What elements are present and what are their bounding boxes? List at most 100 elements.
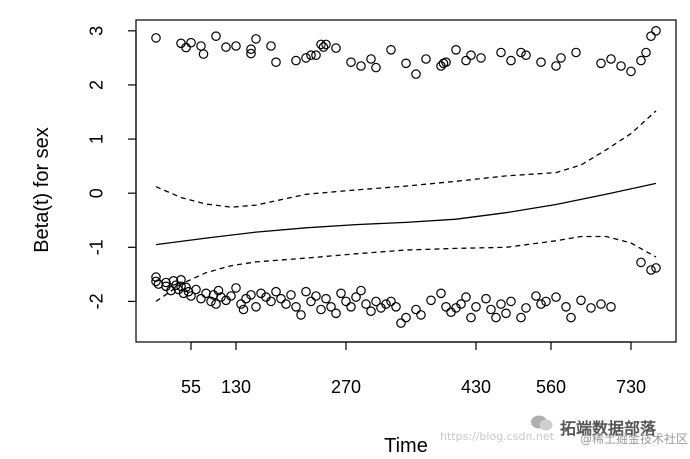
data-point [441,301,451,312]
series-lines [155,110,657,302]
data-point [346,301,356,312]
data-points [151,25,661,328]
data-point [556,53,566,63]
data-point [356,285,366,296]
series-line-1 [155,110,657,208]
data-point [151,276,161,287]
data-point [191,284,201,295]
data-point [311,291,321,301]
data-point [651,25,661,36]
y-axis-label: Beta(t) for sex [31,127,53,253]
data-point [541,296,551,307]
data-point [198,49,209,59]
data-point [466,50,476,60]
data-point [176,274,186,285]
data-point [606,301,616,312]
data-point [561,301,571,312]
data-point [416,310,426,320]
data-point [251,301,261,312]
data-point [421,54,431,64]
data-point [471,301,481,312]
data-point [391,301,401,312]
data-point [231,41,241,51]
data-point [186,291,196,301]
y-tick-label: 0 [87,188,107,198]
data-point [551,61,561,71]
data-point [213,285,224,296]
data-point [356,61,366,71]
data-point [401,312,411,323]
data-point [226,291,236,301]
data-point [331,308,341,319]
data-point [251,34,261,44]
data-point [626,66,636,77]
y-tick-label: 1 [87,134,107,144]
data-point [281,299,291,309]
data-point [176,281,186,292]
data-point [211,31,221,41]
data-point [441,57,451,67]
data-point [206,296,216,307]
x-axis-label: Time [384,435,428,457]
data-point [436,288,446,299]
data-point [326,301,336,312]
data-point [401,58,411,69]
data-point [491,312,501,323]
x-tick-label: 430 [461,377,491,397]
data-point [371,296,381,307]
data-point [231,283,241,293]
data-point [481,293,491,304]
data-point [161,277,171,288]
data-point [296,310,306,320]
data-point [291,55,301,66]
data-point [271,286,281,297]
data-point [266,296,276,307]
data-point [466,312,476,323]
data-point [476,53,486,63]
data-point [461,55,471,66]
data-point [426,295,436,306]
data-point [521,50,531,60]
data-point [396,318,406,328]
x-tick-label: 270 [331,377,361,397]
data-point [551,292,561,302]
watermark-sub: @稀土掘金技术社区 [580,432,689,446]
data-point [536,299,546,309]
data-point [246,44,256,54]
y-axis: -2 -1 0 1 2 3 [87,26,137,309]
data-point [496,299,506,309]
data-point [506,55,516,66]
data-point [238,304,249,315]
watermark-brand: 拓端数据部落 [560,419,657,438]
data-point [236,299,246,309]
data-point [531,291,541,301]
series-line-0 [155,182,657,246]
data-point [486,304,496,315]
x-tick-label: 130 [221,377,251,397]
data-point [246,290,256,300]
x-tick-label: 560 [536,377,566,397]
data-point [636,257,646,268]
data-point [586,303,596,313]
data-point [566,312,576,323]
data-point [318,42,329,52]
data-point [381,299,391,309]
y-tick-label: 3 [87,26,107,36]
data-point [571,47,581,58]
data-point [536,57,546,67]
data-point [196,41,206,51]
data-point [336,288,346,299]
data-point [306,296,316,307]
data-point [576,295,586,306]
data-point [501,308,511,319]
data-point [311,50,321,60]
data-point [246,48,256,59]
data-point [321,39,331,50]
data-point [316,39,326,50]
watermark-logo-icon [530,414,554,432]
x-axis: 55 130 270 430 560 730 [181,341,646,397]
data-point [606,54,616,64]
data-point [646,31,656,41]
data-point [386,44,396,55]
